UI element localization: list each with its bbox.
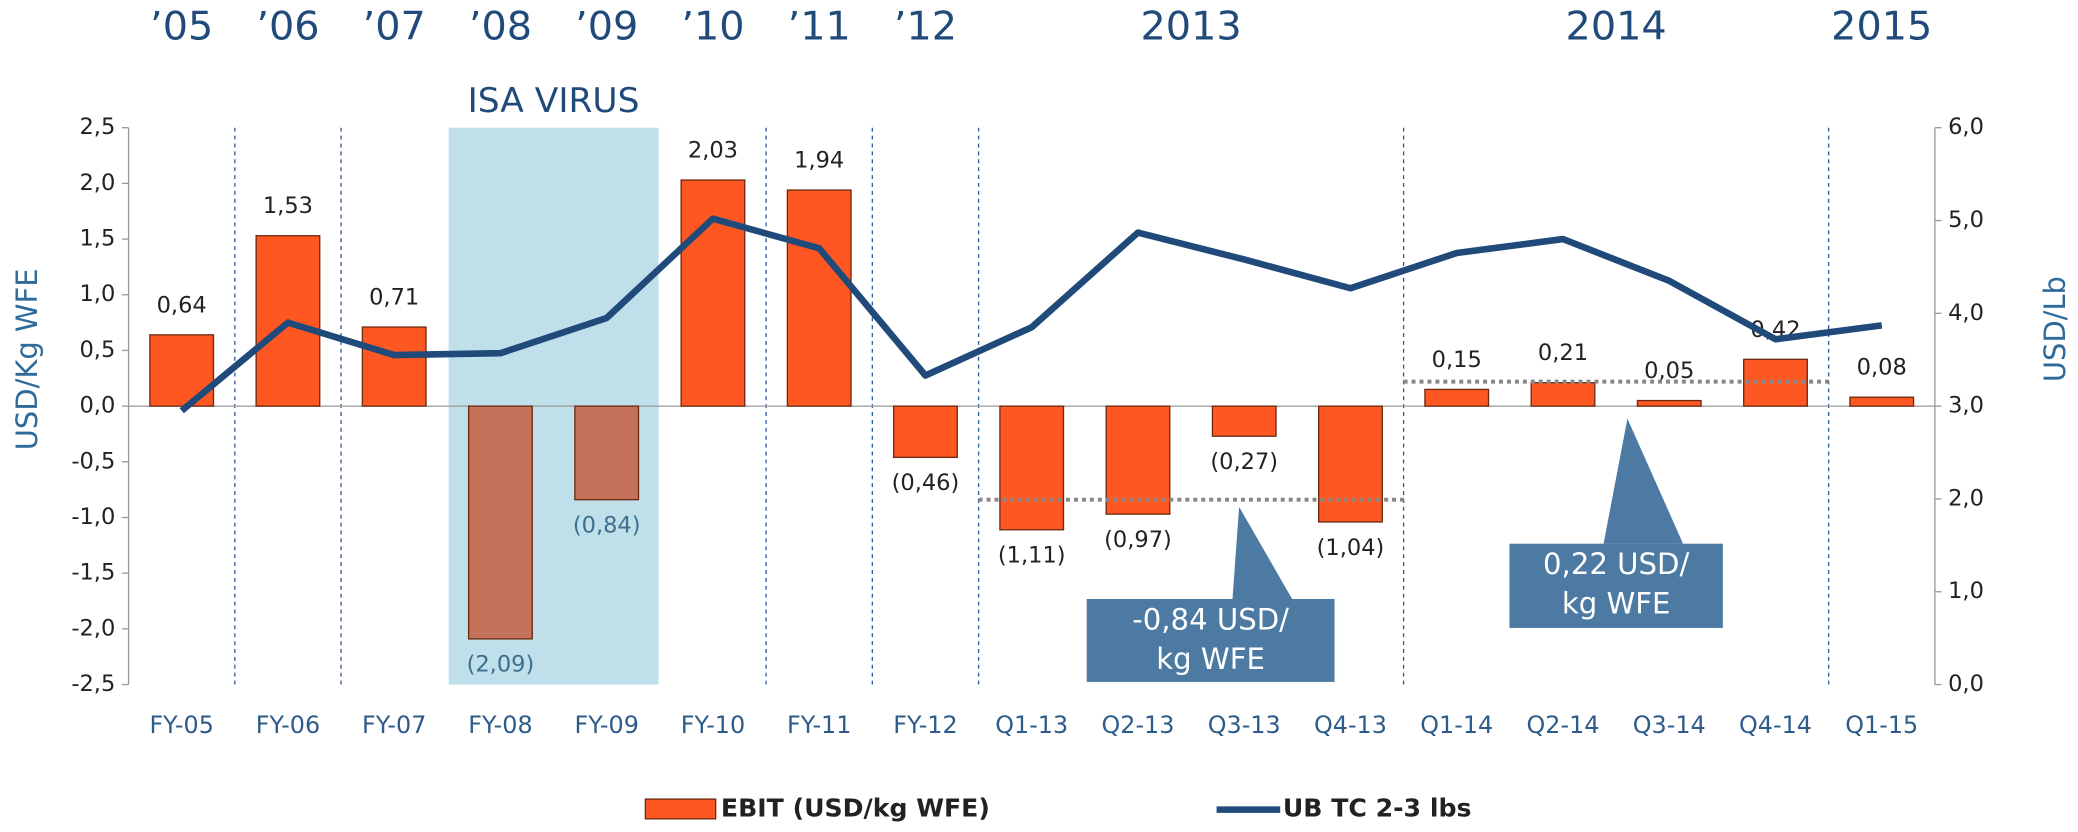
callout-text: kg WFE [1562, 587, 1671, 621]
period-label: ’12 [894, 4, 957, 50]
y-tick-label: 1,0 [79, 281, 115, 307]
y2-axis-label: USD/Lb [2038, 276, 2072, 382]
value-label: (0,46) [892, 470, 960, 496]
period-label: ’09 [575, 4, 638, 50]
x-tick-label: FY-06 [256, 711, 320, 739]
value-label: 0,08 [1857, 355, 1907, 381]
x-tick-label: FY-08 [468, 711, 532, 739]
callout-text: -0,84 USD/ [1132, 602, 1289, 636]
value-label: (0,27) [1210, 449, 1278, 475]
legend-label: EBIT (USD/kg WFE) [721, 794, 990, 823]
value-label: 1,53 [263, 193, 313, 219]
period-label: 2015 [1831, 4, 1932, 50]
y2-tick-label: 3,0 [1948, 393, 1984, 419]
period-label: 2014 [1566, 4, 1667, 50]
value-label: 0,64 [157, 292, 207, 318]
x-tick-label: Q1-15 [1845, 711, 1918, 739]
y-tick-label: -2,5 [71, 671, 115, 697]
bar [999, 405, 1065, 531]
period-label: ’08 [469, 4, 532, 50]
legend-swatch [644, 798, 717, 820]
bar [467, 405, 533, 640]
highlight-label: ISA VIRUS [468, 81, 640, 121]
bar [786, 189, 852, 407]
x-tick-label: Q4-13 [1314, 711, 1387, 739]
y2-tick-label: 5,0 [1948, 207, 1984, 233]
y-tick-label: -1,0 [71, 504, 115, 530]
bar [149, 334, 215, 407]
x-tick-label: FY-11 [787, 711, 851, 739]
y2-tick-label: 4,0 [1948, 300, 1984, 326]
x-tick-label: Q2-13 [1102, 711, 1175, 739]
x-tick-label: FY-12 [893, 711, 957, 739]
y-axis-label: USD/Kg WFE [10, 269, 44, 451]
x-tick-label: Q2-14 [1527, 711, 1600, 739]
legend-label: UB TC 2-3 lbs [1283, 794, 1472, 823]
y-tick-label: 1,5 [79, 226, 115, 252]
y-tick-label: -1,5 [71, 560, 115, 586]
value-label: 0,71 [369, 285, 419, 311]
y2-tick-label: 6,0 [1948, 114, 1984, 140]
x-tick-label: FY-05 [149, 711, 213, 739]
line [179, 215, 1883, 414]
callout-box [1509, 543, 1723, 628]
bar [361, 326, 427, 407]
value-label: (0,97) [1104, 527, 1172, 553]
bar [574, 405, 640, 501]
period-label: ’10 [681, 4, 744, 50]
y-tick-label: 2,0 [79, 170, 115, 196]
callout-pointer [1603, 418, 1684, 544]
y-tick-label: 2,5 [79, 114, 115, 140]
period-label: ’05 [150, 4, 213, 50]
value-label: 1,94 [794, 148, 844, 174]
y-tick-label: 0,5 [79, 337, 115, 363]
x-tick-label: FY-10 [681, 711, 745, 739]
bar [1105, 405, 1171, 515]
bar [680, 179, 746, 407]
x-tick-label: Q4-14 [1739, 711, 1812, 739]
period-label: ’06 [256, 4, 319, 50]
value-label: (2,09) [467, 652, 535, 678]
callout-box [1086, 598, 1335, 682]
x-tick-label: Q1-14 [1420, 711, 1493, 739]
callout-text: 0,22 USD/ [1543, 547, 1689, 581]
bar [1211, 405, 1277, 437]
value-label: 0,21 [1538, 340, 1588, 366]
value-label: 2,03 [688, 138, 738, 164]
bar [1636, 399, 1702, 407]
x-tick-label: Q1-13 [995, 711, 1068, 739]
bar [1530, 382, 1596, 407]
y-tick-label: 0,0 [79, 393, 115, 419]
bar [892, 405, 958, 459]
bar [1424, 388, 1490, 407]
x-tick-label: FY-09 [574, 711, 638, 739]
callout-pointer [1232, 506, 1293, 599]
y2-tick-label: 1,0 [1948, 578, 1984, 604]
y-tick-label: -0,5 [71, 448, 115, 474]
value-label: (0,84) [573, 513, 641, 539]
bar [1743, 358, 1808, 407]
x-tick-label: Q3-13 [1208, 711, 1281, 739]
value-label: (1,04) [1317, 535, 1385, 561]
value-label: (1,11) [998, 543, 1066, 569]
value-label: 0,15 [1432, 347, 1482, 373]
period-label: ’11 [788, 4, 851, 50]
y-tick-label: -2,0 [71, 615, 115, 641]
y2-tick-label: 2,0 [1948, 485, 1984, 511]
x-tick-label: Q3-14 [1633, 711, 1706, 739]
x-tick-label: FY-07 [362, 711, 426, 739]
y2-tick-label: 0,0 [1948, 671, 1984, 697]
bar [1849, 396, 1915, 407]
period-label: ’07 [363, 4, 426, 50]
period-label: 2013 [1141, 4, 1242, 50]
bar [1318, 405, 1383, 523]
callout-text: kg WFE [1156, 642, 1265, 676]
